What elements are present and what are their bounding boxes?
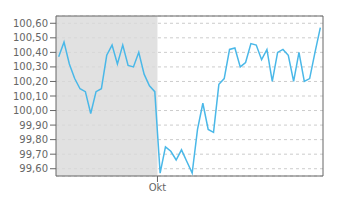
svg-text:99,60: 99,60 (19, 163, 48, 174)
svg-text:100,10: 100,10 (13, 91, 48, 102)
svg-text:100,40: 100,40 (13, 47, 48, 58)
svg-text:100,30: 100,30 (13, 61, 48, 72)
svg-text:Okt: Okt (149, 182, 167, 193)
svg-text:100,20: 100,20 (13, 76, 48, 87)
svg-text:99,80: 99,80 (19, 134, 48, 145)
svg-text:100,60: 100,60 (13, 18, 48, 29)
svg-text:99,90: 99,90 (19, 120, 48, 131)
svg-text:99,70: 99,70 (19, 149, 48, 160)
svg-text:100,00: 100,00 (13, 105, 48, 116)
svg-text:100,50: 100,50 (13, 32, 48, 43)
